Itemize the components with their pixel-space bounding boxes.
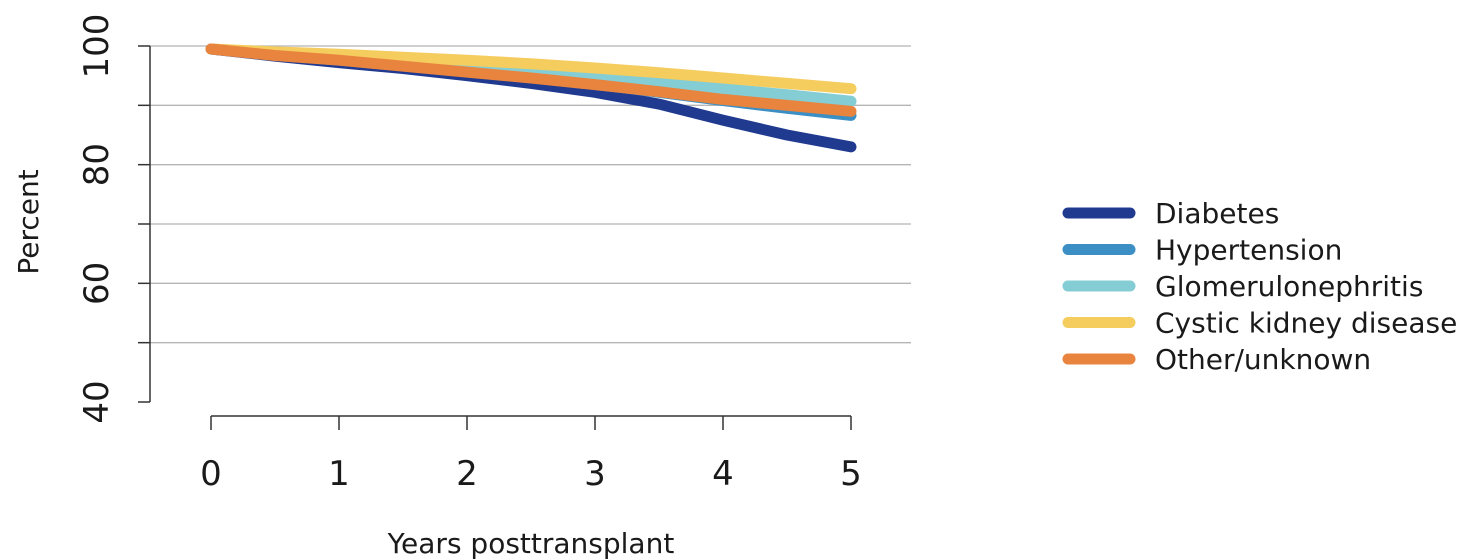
gridlines — [150, 45, 911, 344]
y-tick-label: 80 — [77, 143, 117, 186]
series-lines — [205, 43, 857, 153]
x-tick-label: 1 — [328, 454, 350, 494]
y-axis-label: Percent — [12, 169, 45, 274]
legend-label-cystic-kidney-disease: Cystic kidney disease — [1155, 307, 1457, 340]
x-tick-label: 2 — [456, 454, 478, 494]
x-axis-label: Years posttransplant — [387, 527, 675, 560]
y-axis: 40 60 80 100 — [77, 14, 151, 424]
y-tick-label: 60 — [77, 262, 117, 305]
x-tick-label: 0 — [200, 454, 222, 494]
x-axis: 0 1 2 3 4 5 — [200, 415, 862, 494]
x-tick-label: 5 — [840, 454, 862, 494]
y-tick-label: 100 — [77, 14, 117, 79]
series-line-other-unknown — [205, 43, 857, 117]
legend-label-hypertension: Hypertension — [1155, 234, 1342, 267]
legend-label-diabetes: Diabetes — [1155, 197, 1279, 230]
legend-label-glomerulonephritis: Glomerulonephritis — [1155, 270, 1423, 303]
legend-label-other-unknown: Other/unknown — [1155, 343, 1371, 376]
x-tick-label: 3 — [584, 454, 606, 494]
y-tick-label: 40 — [77, 380, 117, 423]
x-tick-label: 4 — [712, 454, 734, 494]
